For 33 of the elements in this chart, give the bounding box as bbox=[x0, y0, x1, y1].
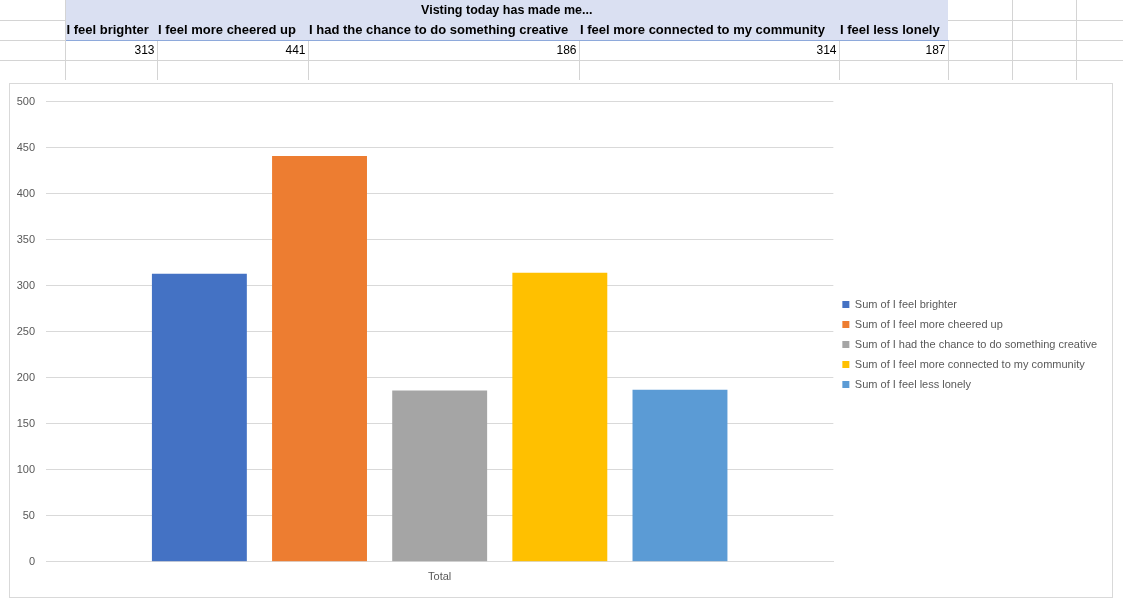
category-label: I feel brighter bbox=[65, 20, 157, 40]
category-label: I feel more connected to my community bbox=[579, 20, 839, 40]
x-tick-label: Total bbox=[428, 570, 452, 583]
y-tick-label: 0 bbox=[28, 554, 35, 567]
bar bbox=[632, 389, 728, 562]
bar bbox=[151, 273, 247, 562]
bar bbox=[392, 390, 488, 562]
legend-label: Sum of I had the chance to do something creative bbox=[854, 337, 1098, 350]
legend-label: Sum of I feel more cheered up bbox=[854, 317, 1003, 330]
y-tick-label: 50 bbox=[22, 508, 35, 521]
y-tick-label: 150 bbox=[16, 416, 35, 429]
data-label: 441 bbox=[157, 40, 308, 60]
y-tick-label: 400 bbox=[16, 186, 35, 199]
category-label: I feel more cheered up bbox=[157, 20, 308, 40]
y-tick-label: 200 bbox=[16, 370, 35, 383]
legend-label: Sum of I feel less lonely bbox=[854, 377, 972, 390]
data-label: 313 bbox=[65, 40, 157, 60]
data-label: 314 bbox=[579, 40, 839, 60]
y-tick-label: 500 bbox=[16, 94, 35, 107]
bar bbox=[512, 272, 608, 562]
y-tick-label: 450 bbox=[16, 140, 35, 153]
y-tick-label: 300 bbox=[16, 278, 35, 291]
bar bbox=[272, 155, 367, 562]
legend-label: Sum of I feel more connected to my community bbox=[854, 357, 1086, 370]
legend-label: Sum of I feel brighter bbox=[854, 297, 958, 310]
data-label: 186 bbox=[308, 40, 579, 60]
y-tick-label: 350 bbox=[16, 232, 35, 245]
category-label: I feel less lonely bbox=[839, 20, 948, 40]
y-tick-label: 100 bbox=[16, 462, 35, 475]
category-label: I had the chance to do something creative bbox=[308, 20, 579, 40]
y-tick-label: 250 bbox=[16, 324, 35, 337]
data-label: 187 bbox=[839, 40, 948, 60]
text: Visting today has made me... bbox=[65, 0, 948, 20]
